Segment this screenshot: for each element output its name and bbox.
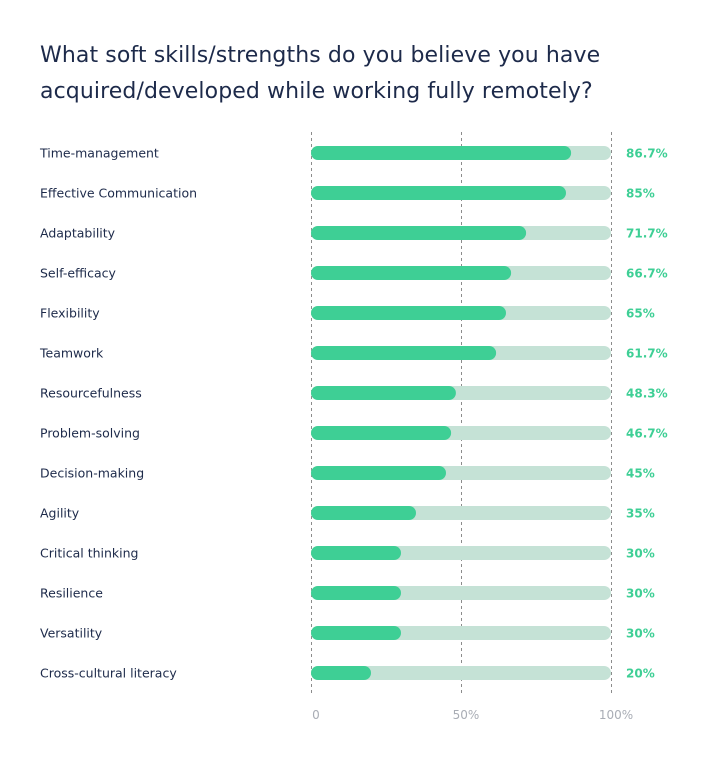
bar (311, 666, 371, 680)
category-label: Resilience (40, 586, 103, 601)
category-label: Flexibility (40, 306, 100, 321)
category-label: Effective Communication (40, 186, 197, 201)
value-label: 30% (626, 587, 655, 601)
category-label: Decision-making (40, 466, 144, 481)
category-label: Time-management (39, 146, 159, 161)
value-label: 85% (626, 187, 655, 201)
category-label: Adaptability (40, 226, 116, 241)
value-label: 71.7% (626, 227, 668, 241)
x-tick-label: 100% (599, 708, 633, 722)
value-label: 46.7% (626, 427, 668, 441)
bar (311, 386, 456, 400)
bar (311, 426, 452, 440)
category-label: Critical thinking (40, 546, 138, 561)
bar (311, 586, 401, 600)
chart-title: What soft skills/strengths do you believ… (40, 43, 601, 104)
category-label: Teamwork (39, 346, 104, 361)
bar-track (311, 666, 611, 680)
bars (311, 146, 611, 680)
bar (311, 146, 572, 160)
bar (311, 346, 497, 360)
category-label: Agility (40, 506, 80, 521)
x-tick-label: 0 (312, 708, 320, 722)
value-label: 20% (626, 667, 655, 681)
value-label: 30% (626, 627, 655, 641)
bar (311, 266, 512, 280)
category-label: Problem-solving (40, 426, 140, 441)
labels: 0 50% 100% Time-management 86.7% Effective Co… (39, 146, 668, 723)
x-tick-label: 50% (453, 708, 480, 722)
value-label: 45% (626, 467, 655, 481)
category-label: Resourcefulness (40, 386, 142, 401)
bar (311, 506, 416, 520)
value-label: 61.7% (626, 347, 668, 361)
bar (311, 546, 401, 560)
category-label: Cross-cultural literacy (40, 666, 177, 681)
bar (311, 186, 566, 200)
bar (311, 306, 506, 320)
value-label: 35% (626, 507, 655, 521)
bar (311, 466, 446, 480)
value-label: 30% (626, 547, 655, 561)
value-label: 86.7% (626, 147, 668, 161)
bar (311, 626, 401, 640)
category-label: Self-efficacy (40, 266, 117, 281)
value-label: 66.7% (626, 267, 668, 281)
value-label: 48.3% (626, 387, 668, 401)
grid-lines (311, 132, 612, 693)
bar (311, 226, 527, 240)
value-label: 65% (626, 307, 655, 321)
category-label: Versatility (40, 626, 103, 641)
